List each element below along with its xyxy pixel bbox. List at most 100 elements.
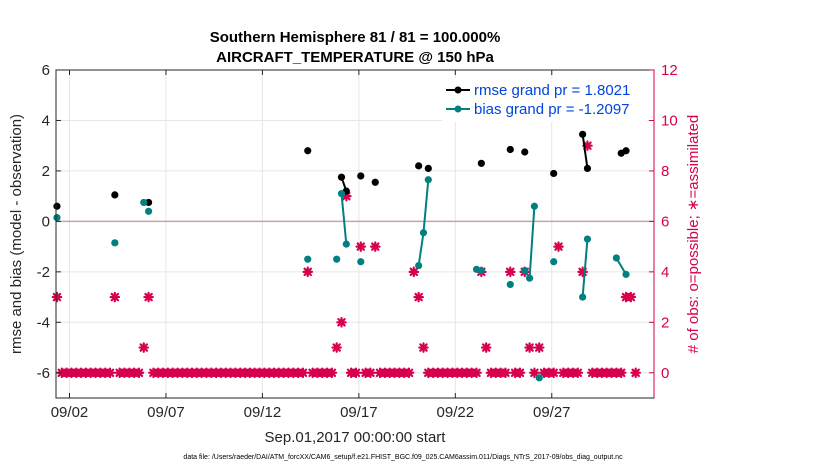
legend-text-bias: bias grand pr = -1.2097 [474, 101, 630, 118]
rmse-point [477, 159, 485, 167]
x-tick-label: 09/22 [437, 404, 475, 421]
y2-axis-label: # of obs: o=possible; ∗=assimilated [685, 115, 702, 354]
x-axis-label: Sep.01,2017 00:00:00 start [265, 429, 447, 446]
bias-point [477, 266, 485, 275]
bias-point [579, 293, 587, 301]
bias-point [111, 239, 119, 247]
x-tick-label: 09/02 [51, 404, 89, 421]
bias-point [612, 254, 620, 262]
obs-count-point [341, 190, 352, 202]
x-tick-label: 09/27 [533, 404, 571, 421]
obs-count-point [51, 291, 63, 303]
bias-line-segment [340, 193, 348, 245]
y2-tick-label: 0 [661, 365, 669, 382]
legend-marker-bias [454, 105, 462, 113]
x-tick-label: 09/12 [244, 404, 282, 421]
obs-count-point [504, 266, 516, 278]
bias-point [424, 176, 432, 184]
rmse-point [622, 147, 630, 155]
x-tick-label: 09/07 [147, 404, 185, 421]
series-bias [53, 176, 630, 382]
bias-point [53, 214, 61, 222]
obs-count-point [548, 367, 559, 379]
bias-point [525, 274, 534, 282]
legend: rmse grand pr = 1.8021 bias grand pr = -… [442, 78, 647, 122]
obs-count-point [408, 266, 420, 278]
bias-point [535, 374, 543, 382]
bias-point [583, 235, 592, 243]
bias-point [357, 258, 365, 266]
obs-count-point [533, 342, 545, 353]
obs-count-point [297, 367, 309, 379]
y2-tick-label: 6 [661, 213, 669, 230]
plot-area [56, 70, 654, 398]
rmse-point [579, 130, 587, 138]
obs-count-point [133, 367, 145, 379]
bias-point [506, 280, 514, 289]
rmse-line-segment [581, 134, 589, 169]
chart-title: Southern Hemisphere 81 / 81 = 100.000% [210, 29, 501, 46]
bias-point [622, 270, 630, 278]
obs-count-point [336, 317, 347, 328]
rmse-point [371, 178, 379, 186]
y-tick-label: 4 [42, 112, 50, 129]
obs-count-point [630, 367, 641, 379]
bias-point [530, 202, 539, 210]
obs-count-point [365, 367, 376, 379]
series-lines [53, 130, 630, 382]
y2-tick-label: 2 [661, 314, 669, 331]
y-tick-label: -4 [37, 314, 50, 331]
obs-count-point [615, 367, 627, 379]
obs-count-point [350, 367, 362, 379]
rmse-point [521, 148, 529, 156]
footer-data-file: data file: /Users/raeder/DAI/ATM_forcXX/… [183, 454, 623, 461]
obs-count-point [524, 342, 535, 353]
obs-count-point [403, 367, 415, 379]
bias-point [415, 261, 423, 270]
obs-count-point [418, 342, 429, 353]
obs-count-point [625, 291, 637, 303]
obs-count-point [500, 367, 511, 379]
obs-count-point [143, 291, 154, 303]
obs-count-point [355, 241, 367, 252]
obs-count-point [514, 367, 526, 379]
bias-point [419, 229, 428, 237]
legend-marker-rmse [454, 86, 462, 94]
obs-count-point [553, 241, 564, 252]
bias-point [521, 266, 529, 275]
rmse-point [550, 169, 558, 178]
obs-count-point [413, 291, 424, 303]
bias-point [144, 207, 153, 215]
y-tick-label: 0 [42, 213, 50, 230]
rmse-point [415, 162, 423, 170]
rmse-point [111, 191, 119, 199]
y2-tick-label: 8 [661, 163, 669, 180]
rmse-point [424, 164, 432, 172]
obs-count-point [302, 266, 314, 278]
rmse-point [357, 172, 365, 180]
y-tick-label: -2 [37, 264, 50, 281]
obs-count-point [104, 367, 116, 379]
y-tick-label: -6 [37, 365, 50, 382]
obs-count-point [326, 367, 338, 379]
y2-tick-label: 12 [661, 62, 678, 79]
bias-point [342, 240, 350, 248]
bias-point [337, 190, 346, 198]
obs-count-markers [51, 140, 641, 379]
obs-count-point [138, 342, 150, 353]
y-tick-label: 6 [42, 62, 50, 79]
obs-count-point [529, 367, 540, 379]
bias-point [333, 255, 341, 263]
rmse-point [337, 173, 346, 181]
obs-count-point [471, 367, 482, 379]
y2-tick-label: 4 [661, 264, 669, 281]
obs-count-point [369, 241, 381, 252]
bias-point [550, 258, 558, 266]
bias-point [304, 255, 312, 263]
obs-count-point [582, 140, 593, 151]
y2-tick-label: 10 [661, 112, 678, 129]
legend-text-rmse: rmse grand pr = 1.8021 [474, 82, 630, 99]
obs-count-point [572, 367, 584, 379]
rmse-point [53, 202, 61, 210]
